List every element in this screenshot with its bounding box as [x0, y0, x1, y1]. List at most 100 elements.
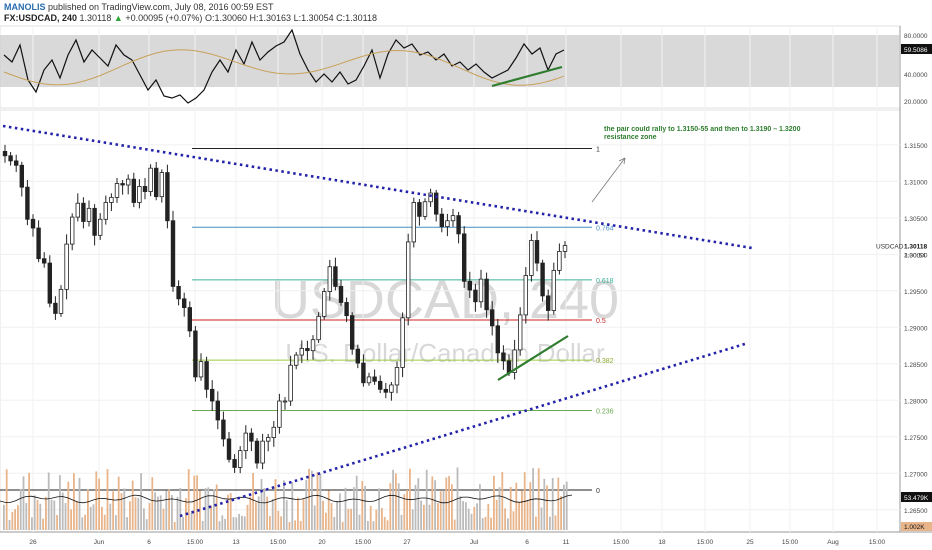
volume-bar	[266, 496, 268, 530]
candle-body	[489, 309, 495, 327]
candle-body	[226, 438, 232, 460]
volume-bar	[526, 500, 529, 530]
candle-body	[30, 218, 36, 229]
volume-bar	[112, 491, 114, 530]
x-tick-label: Aug	[827, 539, 839, 546]
volume-bar	[22, 476, 25, 530]
volume-bar	[288, 521, 291, 530]
volume-bar	[148, 502, 151, 530]
x-tick-label: 15:00	[782, 539, 799, 546]
volume-bar	[193, 475, 196, 530]
x-tick-label: 15:00	[869, 539, 886, 546]
volume-bar	[59, 475, 61, 530]
candle-body	[473, 289, 478, 303]
volume-bar	[8, 520, 11, 530]
volume-bar	[381, 508, 383, 530]
volume-bar	[252, 473, 254, 530]
volume-bar	[95, 471, 98, 530]
x-tick-label: 15:00	[613, 539, 630, 546]
y-tick-label: 1.29000	[904, 325, 928, 332]
candle-body	[232, 458, 237, 468]
y-tick-label: 1.30000	[904, 252, 928, 259]
candle-body	[109, 196, 114, 203]
candle-body	[13, 160, 19, 166]
candle-body	[400, 317, 405, 368]
last-price-symbol: USDCAD	[876, 244, 904, 251]
x-tick-label: 27	[403, 539, 411, 546]
volume-bar	[487, 503, 490, 530]
volume-bar	[47, 472, 50, 530]
volume-bar	[42, 518, 44, 530]
volume-bar	[330, 503, 333, 530]
candle-body	[377, 380, 383, 390]
volume-bar	[229, 492, 232, 530]
volume-bar	[14, 509, 16, 530]
volume-bar	[501, 471, 504, 530]
volume-bar	[28, 472, 30, 530]
volume-bar	[176, 496, 179, 530]
volume-bar	[305, 479, 308, 530]
candle-body	[2, 151, 8, 157]
volume-bar	[465, 502, 467, 530]
volume-bar	[106, 469, 109, 530]
annotation-box: the pair could rally to 1.3150-55 and th…	[604, 126, 800, 141]
candle-body	[562, 245, 568, 252]
volume-bar	[428, 504, 431, 530]
volume-bar	[313, 505, 316, 530]
volume-bar	[445, 477, 448, 530]
volume-bar	[364, 486, 366, 530]
volume-bar	[159, 495, 162, 530]
change-value: +0.00095 (+0.07%)	[125, 13, 203, 23]
y-tick-label: 1.26500	[904, 508, 928, 515]
fib-level-label: 0.236	[596, 408, 614, 415]
candle-body	[338, 286, 344, 303]
annotation-arrow	[591, 157, 626, 203]
volume-bar	[358, 514, 361, 530]
volume-bar	[103, 514, 106, 530]
volume-bar	[481, 518, 484, 530]
volume-bar	[341, 521, 344, 530]
candle-body	[70, 216, 75, 245]
volume-bar	[543, 478, 546, 530]
symbol-label[interactable]: FX:USDCAD, 240	[4, 13, 78, 23]
volume-bar	[557, 477, 560, 530]
candle-body	[75, 202, 80, 218]
volume-bar	[546, 485, 548, 530]
volume-bar	[162, 508, 165, 530]
volume-bar	[224, 518, 226, 530]
volume-bar	[126, 517, 128, 530]
volume-bar	[75, 500, 78, 530]
candle-body	[327, 266, 332, 292]
volume-bar	[263, 488, 266, 530]
candle-body	[181, 298, 187, 308]
annotation-arrowhead-icon	[618, 157, 626, 165]
volume-bar	[67, 481, 70, 530]
candle-body	[417, 202, 422, 217]
candle-body	[64, 243, 69, 290]
trendline-layer	[2, 124, 753, 518]
candle-body	[288, 364, 293, 402]
candle-body	[98, 218, 103, 236]
volume-bar	[414, 484, 417, 530]
volume-bar	[243, 516, 246, 530]
x-tick-label: Jul	[470, 539, 479, 546]
candle-body	[142, 186, 148, 192]
candle-body	[316, 315, 321, 341]
volume-bar	[327, 490, 330, 530]
fib-level-label: 1	[596, 146, 600, 153]
volume-bar	[131, 480, 134, 530]
x-tick-label: 15:00	[697, 539, 714, 546]
volume-bar	[420, 500, 422, 530]
volume-bar	[64, 503, 67, 530]
volume-bar	[173, 521, 176, 530]
volume-bar	[171, 494, 173, 530]
volume-bar	[319, 474, 322, 530]
volume-bar	[101, 506, 103, 530]
volume-bar	[120, 492, 123, 530]
volume-bar	[397, 483, 400, 530]
author-name[interactable]: MANOLIS	[4, 2, 46, 12]
volume-bar	[311, 470, 313, 530]
price-value: 1.30118	[79, 13, 112, 23]
fib-level-label: 0.5	[596, 318, 606, 325]
